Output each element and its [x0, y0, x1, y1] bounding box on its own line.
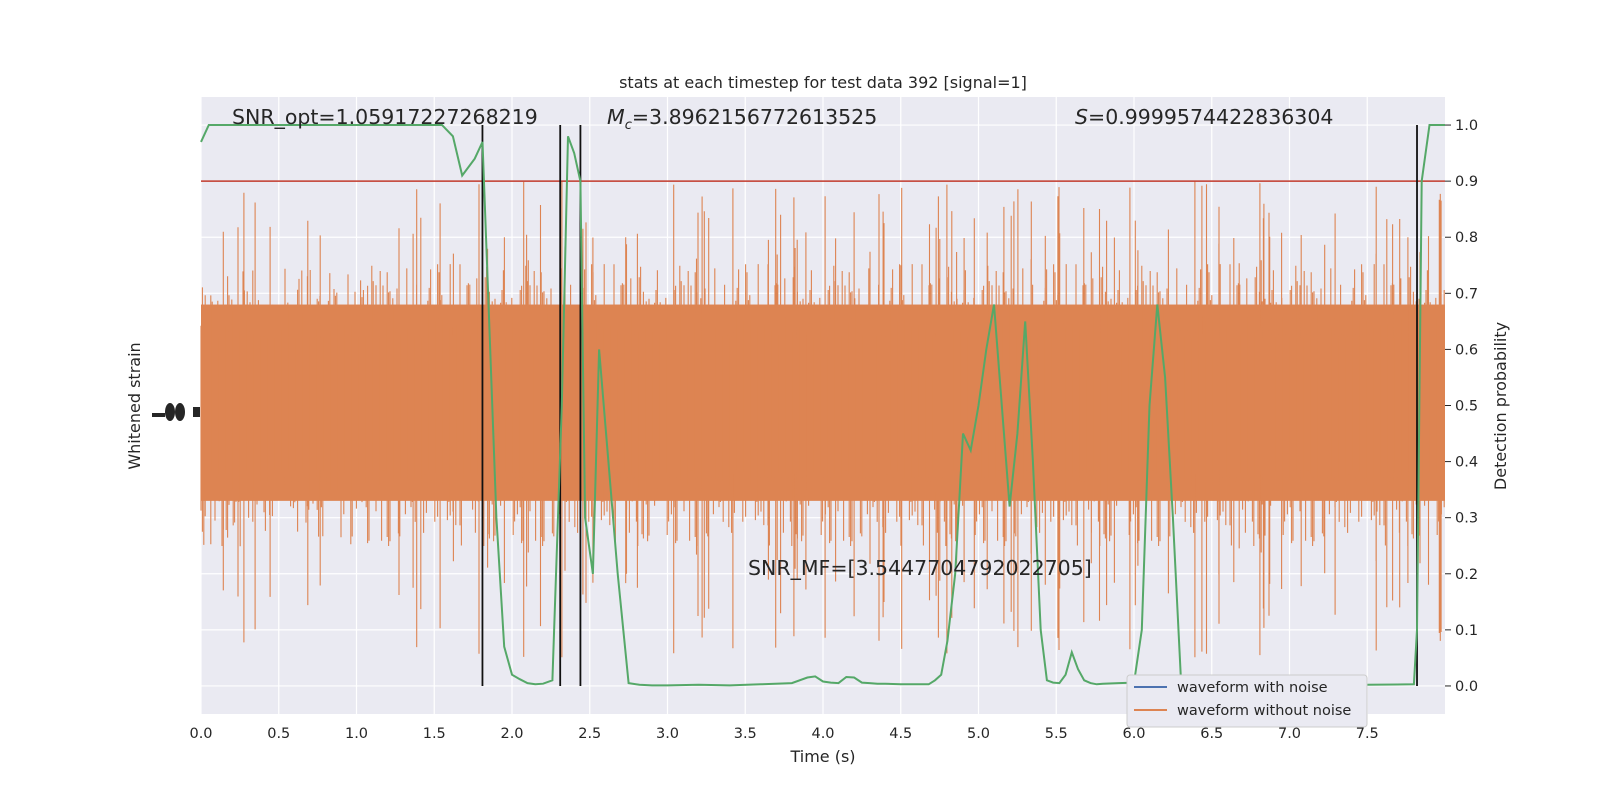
x-tick-label: 7.5	[1356, 726, 1379, 742]
y-right-tick-labels: 0.0 0.1 0.2 0.3 0.4 0.5 0.6 0.7 0.8 0.9 1.0	[1445, 118, 1478, 695]
x-tick-label: 4.0	[811, 726, 834, 742]
x-tick-label: 4.5	[889, 726, 912, 742]
y-right-tick-label: 0.1	[1455, 623, 1478, 639]
y-right-tick-label: 0.8	[1455, 230, 1478, 246]
y-right-tick-label: 1.0	[1455, 118, 1478, 134]
y-right-tick-label: 0.9	[1455, 174, 1478, 190]
y-right-tick-label: 0.5	[1455, 399, 1478, 415]
waveform-noise-path	[200, 181, 1445, 658]
detection-probability-line	[200, 124, 1445, 687]
x-tick-label: 0.5	[267, 726, 290, 742]
x-tick-label: 5.0	[967, 726, 990, 742]
y-right-tick-label: 0.4	[1455, 455, 1478, 471]
y-right-tick-label: 0.0	[1455, 679, 1478, 695]
snr-opt-annotation: SNR_opt=1.05917227268219	[232, 105, 538, 130]
x-tick-label: 2.5	[578, 726, 601, 742]
legend-box	[1126, 674, 1368, 728]
snr-mf-annotation: SNR_MF=[3.5447704792022705]	[748, 556, 1092, 581]
waveform-without-noise-trace	[200, 181, 1445, 658]
x-tick-labels: 0.0 0.5 1.0 1.5 2.0 2.5 3.0 3.5 4.0 4.5 5.0 5.5 6.0 6…	[189, 726, 1378, 742]
x-tick-label: 3.5	[734, 726, 757, 742]
chart-title: stats at each timestep for test data 392…	[619, 73, 1027, 92]
y-left-axis-label: Whitened strain	[125, 342, 144, 469]
x-tick-label: 6.5	[1200, 726, 1223, 742]
y-right-tick-label: 0.2	[1455, 567, 1478, 583]
x-tick-label: 2.0	[500, 726, 523, 742]
s-annotation: S=0.9999574422836304	[1075, 105, 1333, 129]
legend-label-without-noise: waveform without noise	[1177, 703, 1351, 719]
x-tick-label: 0.0	[189, 726, 212, 742]
x-tick-label: 7.0	[1278, 726, 1301, 742]
x-tick-label: 1.5	[423, 726, 446, 742]
x-tick-label: 6.0	[1122, 726, 1145, 742]
x-tick-label: 1.0	[345, 726, 368, 742]
chirp-mass-annotation: Mc=3.8962156772613525	[607, 105, 877, 133]
y-right-axis-label: Detection probability	[1491, 322, 1510, 490]
y-right-tick-label: 0.6	[1455, 342, 1478, 358]
left-axis-clutter	[152, 403, 200, 421]
legend-label-with-noise: waveform with noise	[1177, 680, 1328, 696]
y-right-tick-label: 0.7	[1455, 286, 1478, 302]
legend: waveform with noise waveform without noi…	[1126, 674, 1368, 728]
x-tick-label: 5.5	[1045, 726, 1068, 742]
x-tick-label: 3.0	[656, 726, 679, 742]
x-axis-label: Time (s)	[789, 747, 855, 766]
y-right-tick-label: 0.3	[1455, 511, 1478, 527]
